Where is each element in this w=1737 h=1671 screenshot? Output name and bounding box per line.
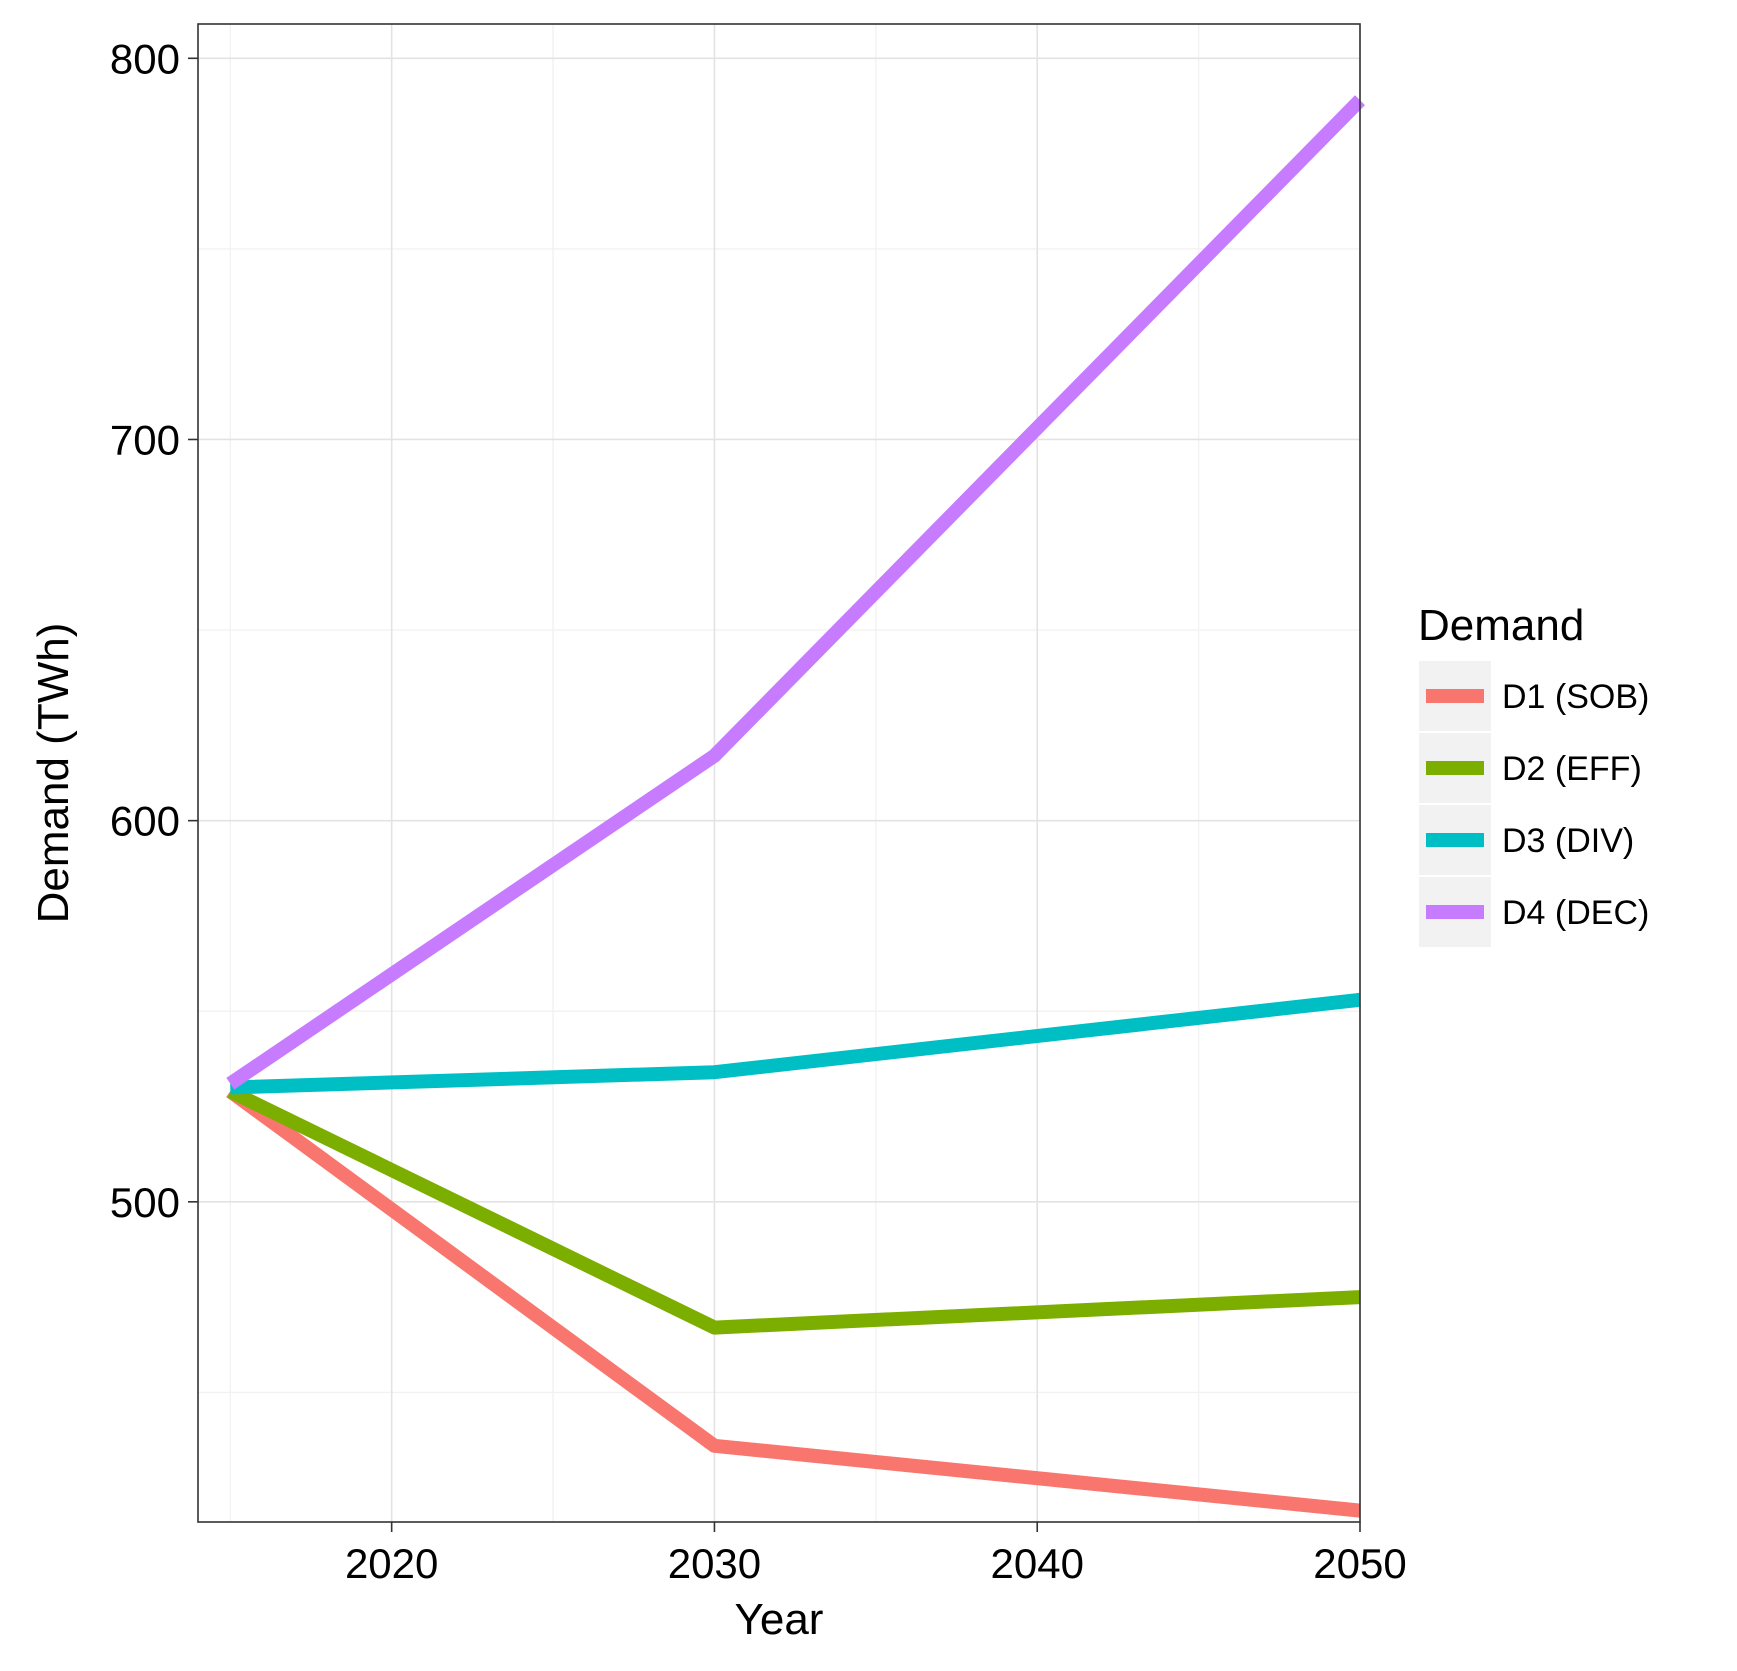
y-axis-title: Demand (TWh) xyxy=(29,623,78,924)
legend: Demand D1 (SOB) D2 (EFF) D3 (DIV) D4 (DEC) xyxy=(1417,601,1649,949)
x-tick-label: 2040 xyxy=(991,1540,1084,1587)
plot-panel-border xyxy=(197,23,1361,1523)
x-tick-label: 2030 xyxy=(668,1540,761,1587)
x-tick-label: 2020 xyxy=(345,1540,438,1587)
legend-label: D2 (EFF) xyxy=(1502,750,1642,788)
legend-title: Demand xyxy=(1418,601,1584,650)
x-tick-label: 2050 xyxy=(1313,1540,1406,1587)
series-line-2 xyxy=(227,1085,1361,1335)
x-axis: 2020 2030 2040 2050 xyxy=(345,1522,1407,1587)
y-axis: 500 600 700 800 xyxy=(110,35,198,1226)
series-line-4 xyxy=(226,95,1365,1090)
x-axis-title: Year xyxy=(735,1595,824,1644)
y-tick-label: 600 xyxy=(110,798,180,845)
y-tick-label: 700 xyxy=(110,416,180,463)
y-tick-label: 800 xyxy=(110,35,180,82)
series-line-1 xyxy=(226,1085,1361,1518)
y-tick-label: 500 xyxy=(110,1179,180,1226)
series-lines xyxy=(226,95,1365,1518)
series-line-3 xyxy=(230,992,1361,1095)
legend-label: D1 (SOB) xyxy=(1502,678,1649,716)
legend-label: D3 (DIV) xyxy=(1502,822,1634,860)
legend-label: D4 (DEC) xyxy=(1502,894,1649,932)
legend-items: D1 (SOB) D2 (EFF) D3 (DIV) D4 (DEC) xyxy=(1417,659,1649,949)
minor-gridlines xyxy=(198,24,1360,1522)
